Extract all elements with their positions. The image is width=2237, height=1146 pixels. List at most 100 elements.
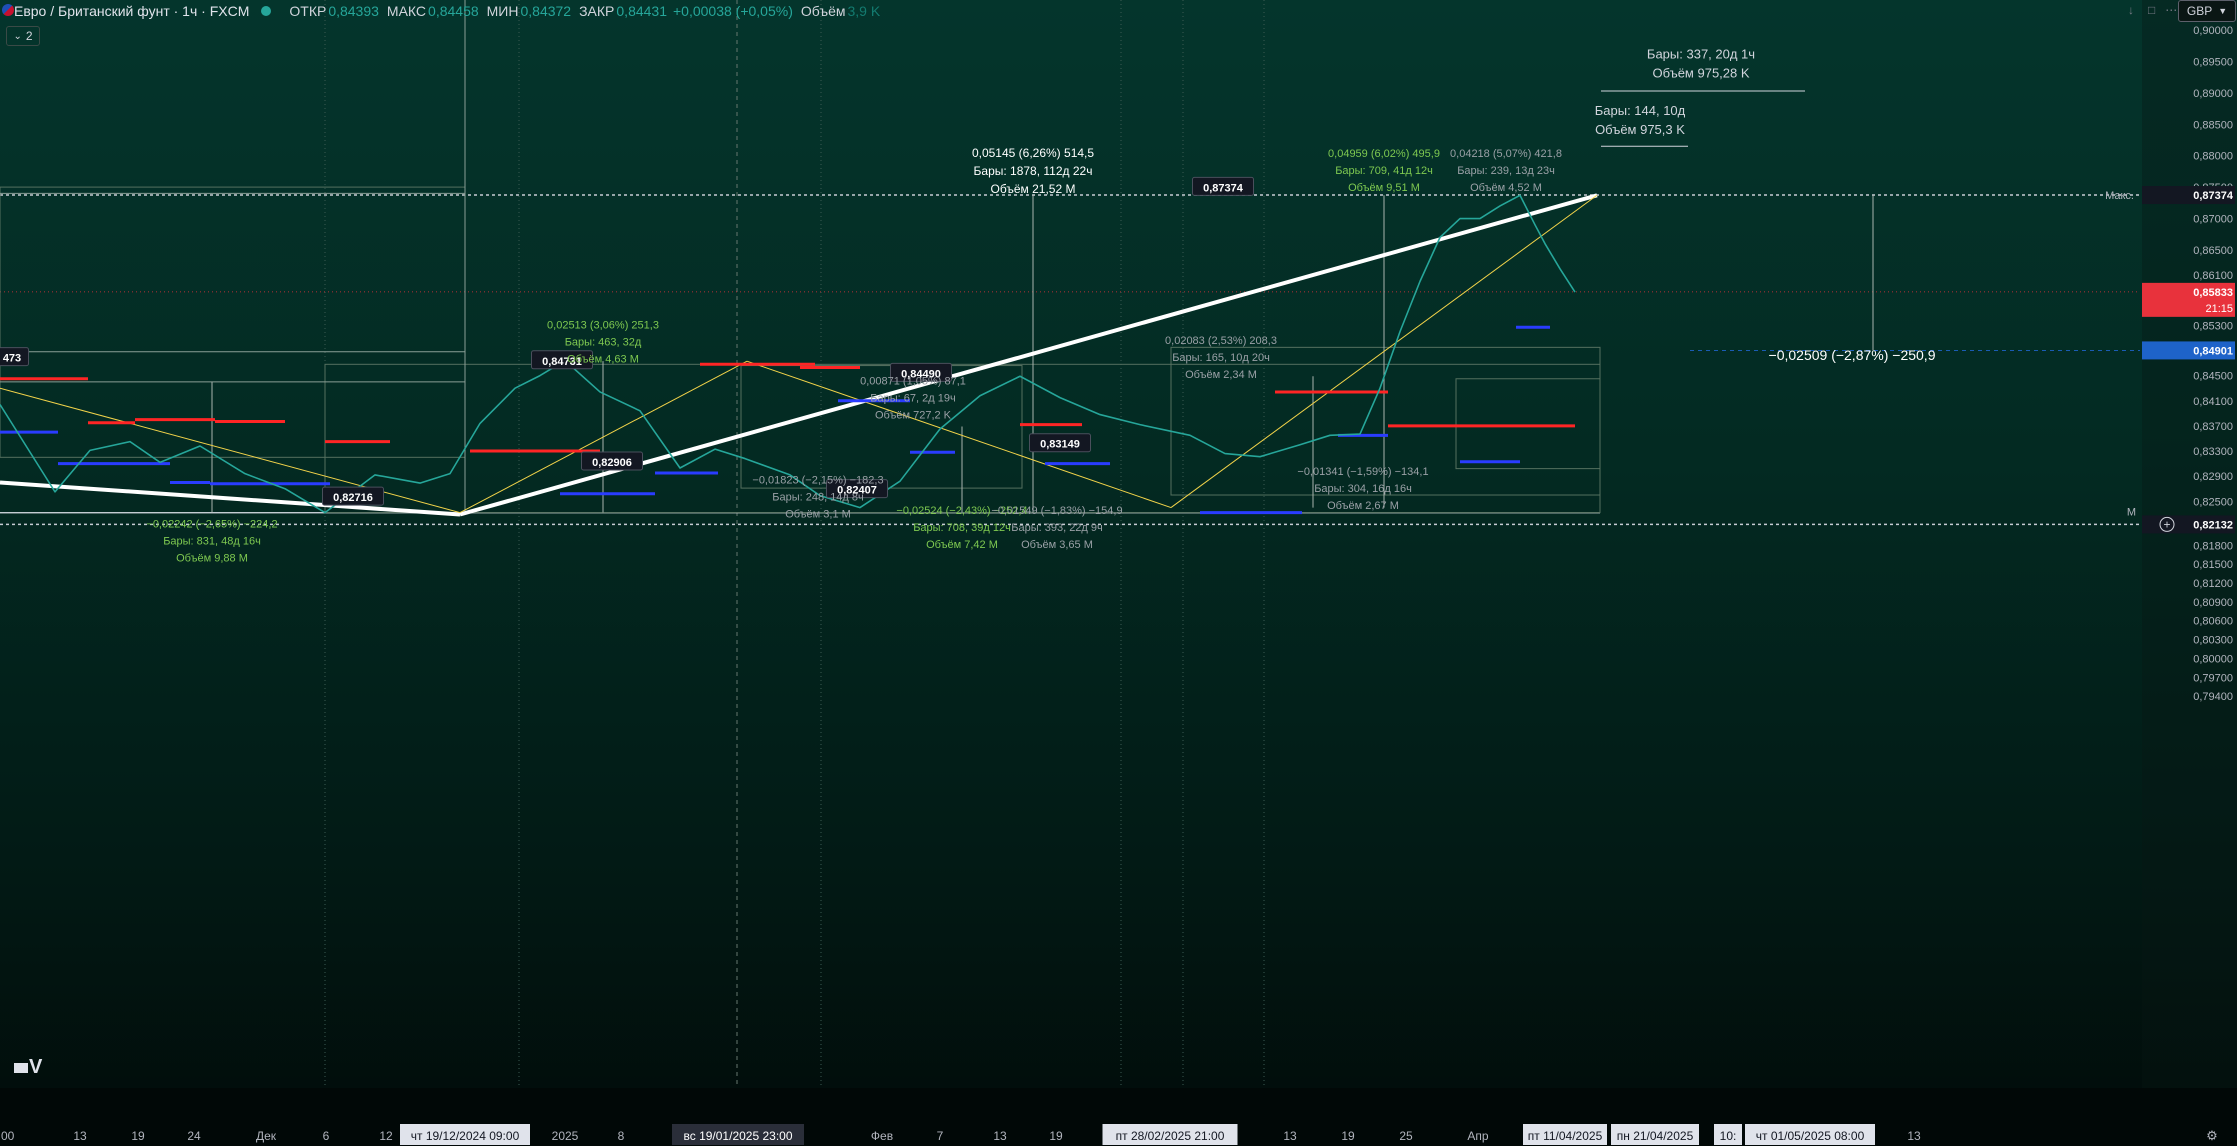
measure-annotation: Объём 4,52 M xyxy=(1470,182,1542,194)
price-line xyxy=(0,194,1576,514)
pivot-label-box xyxy=(1192,176,1254,196)
time-axis-tick: Апр xyxy=(1467,1129,1489,1143)
time-axis-tick: 19 xyxy=(1049,1129,1063,1143)
measure-annotation: Бары: 144, 10д xyxy=(1595,103,1686,118)
measure-annotation: Бары: 165, 10д 20ч xyxy=(1172,352,1270,364)
time-highlight-label: пн 21/04/2025 xyxy=(1617,1129,1694,1143)
measure-annotation: Бары: 831, 48д 16ч xyxy=(163,536,261,548)
measure-annotation: 0,02513 (3,06%) 251,3 xyxy=(547,319,659,331)
indicators-count: 2 xyxy=(25,29,33,43)
chevron-down-icon: ⌄ xyxy=(13,30,22,42)
measure-annotation: Объём 9,51 M xyxy=(1348,182,1420,194)
open-value: 0,84393 xyxy=(328,3,379,19)
price-axis-tick: 0,81500 xyxy=(2193,559,2233,571)
time-highlight-label: 10: xyxy=(1720,1129,1737,1143)
price-axis-tick: 0,81200 xyxy=(2193,578,2233,590)
indicators-toggle-button[interactable]: ⌄ 2 xyxy=(6,26,40,46)
volume-value: 3,9 K xyxy=(847,3,881,19)
target-price-tag xyxy=(2142,341,2235,360)
symbol-title[interactable]: Евро / Британский фунт · 1ч · FXCM xyxy=(14,3,250,19)
add-level-icon-glyph: + xyxy=(2163,517,2170,531)
measure-annotation: −0,01549 (−1,83%) −154,9 xyxy=(991,505,1122,517)
time-highlight-box xyxy=(672,1124,804,1145)
chevron-down-icon: ▼ xyxy=(2218,6,2228,16)
time-axis-tick: 13 xyxy=(1283,1129,1297,1143)
time-highlight-label: пт 28/02/2025 21:00 xyxy=(1116,1129,1225,1143)
symbol-flag-icon xyxy=(2,4,14,16)
pivot-label-box xyxy=(890,362,952,382)
window-icon[interactable]: □ xyxy=(2148,3,2156,17)
pivot-label: 0,83149 xyxy=(1040,439,1080,451)
measure-annotation: −0,01341 (−1,59%) −134,1 xyxy=(1297,466,1428,478)
measure-annotation: Бары: 337, 20д 1ч xyxy=(1647,46,1755,61)
time-highlight-label: пт 11/04/2025 xyxy=(1528,1129,1603,1143)
pivot-label: 0,87374 xyxy=(1203,182,1244,194)
price-axis-tick: 0,80600 xyxy=(2193,616,2233,628)
price-axis-tick: 0,88500 xyxy=(2193,119,2233,131)
pivot-label-box xyxy=(581,451,643,471)
price-axis-tick: 0,85300 xyxy=(2193,320,2233,332)
measure-annotation: Бары: 393, 22д 9ч xyxy=(1011,522,1103,534)
high-label: МАКС xyxy=(386,3,427,19)
price-axis-tick: 0,79400 xyxy=(2193,691,2233,703)
price-axis-tick: 0,80900 xyxy=(2193,597,2233,609)
open-label: ОТКР xyxy=(289,3,327,19)
price-axis-tick: 0,89000 xyxy=(2193,88,2233,100)
time-axis-tick: 8 xyxy=(618,1129,625,1143)
measure-annotation: Объём 21,52 M xyxy=(991,182,1076,196)
pivot-label: 0,82407 xyxy=(837,485,877,497)
time-axis-tick: Фев xyxy=(871,1129,893,1143)
time-axis-tick: 19 xyxy=(131,1129,145,1143)
price-axis-tick: 0,80300 xyxy=(2193,635,2233,647)
price-axis-tick: 0,83300 xyxy=(2193,446,2233,458)
high-price-tag xyxy=(2142,186,2235,205)
more-icon[interactable]: ⋯ xyxy=(2165,3,2178,17)
price-axis-tick: 0,86100 xyxy=(2193,270,2233,282)
pivot-label: 0,82906 xyxy=(592,457,632,469)
price-axis-tick: 0,88000 xyxy=(2193,151,2233,163)
measure-annotation: Объём 7,42 M xyxy=(926,539,998,551)
measure-annotation: 0,04959 (6,02%) 495,9 xyxy=(1328,148,1440,160)
settings-icon: ⚙ xyxy=(2206,1128,2218,1143)
measure-annotation: −0,02509 (−2,87%) −250,9 xyxy=(1769,347,1936,363)
price-axis-tick: 0,84500 xyxy=(2193,371,2233,383)
currency-select[interactable]: GBP ▼ xyxy=(2178,0,2236,22)
chart-toolbar: ↓ □ ⋯ xyxy=(2128,0,2177,20)
measure-annotation: 0,02083 (2,53%) 208,3 xyxy=(1165,335,1277,347)
time-highlight-box xyxy=(1611,1124,1699,1145)
max-label: Макс. xyxy=(2105,190,2134,202)
time-axis-tick: Дек xyxy=(256,1129,277,1143)
current-price-tag-timer: 21:15 xyxy=(2205,303,2233,315)
time-axis-tick: 7 xyxy=(937,1129,944,1143)
time-axis-tick: 24 xyxy=(187,1129,201,1143)
low-value: 0,84372 xyxy=(520,3,572,19)
yellow-trend-line xyxy=(0,387,461,514)
time-highlight-box xyxy=(1714,1124,1742,1145)
change-value: +0,00038 (+0,05%) xyxy=(673,3,793,19)
trend-line xyxy=(0,480,461,517)
measure-annotation: Бары: 463, 32д xyxy=(565,336,642,348)
measure-annotation: 0,05145 (6,26%) 514,5 xyxy=(972,146,1094,160)
currency-value: GBP xyxy=(2186,4,2213,18)
measure-box xyxy=(1455,378,1601,470)
price-axis-bg xyxy=(2142,0,2237,1088)
low-price-tag xyxy=(2142,515,2235,534)
time-axis-tick: 19 xyxy=(1341,1129,1355,1143)
pivot-label-box xyxy=(322,486,384,506)
measure-annotation: Объём 2,34 M xyxy=(1185,369,1257,381)
pivot-label-box xyxy=(826,479,888,499)
time-axis-tick: 25 xyxy=(1399,1129,1413,1143)
time-axis-tick: :00 xyxy=(0,1129,15,1143)
yellow-trend-line xyxy=(459,360,748,514)
tradingview-logo[interactable]: V xyxy=(14,1056,42,1079)
measure-annotation: Объём 3,1 M xyxy=(785,509,851,521)
measure-annotation: −0,02242 (−2,65%) −224,2 xyxy=(146,519,277,531)
high-price-tag-text: 0,87374 xyxy=(2193,190,2234,202)
measure-annotation: 0,04218 (5,07%) 421,8 xyxy=(1450,148,1562,160)
time-axis-tick: 12 xyxy=(379,1129,393,1143)
current-price-tag xyxy=(2142,282,2235,317)
price-axis-tick: 0,81800 xyxy=(2193,540,2233,552)
measure-annotation: 0,00871 (1,05%) 87,1 xyxy=(860,375,966,387)
scroll-down-icon[interactable]: ↓ xyxy=(2128,3,2134,17)
